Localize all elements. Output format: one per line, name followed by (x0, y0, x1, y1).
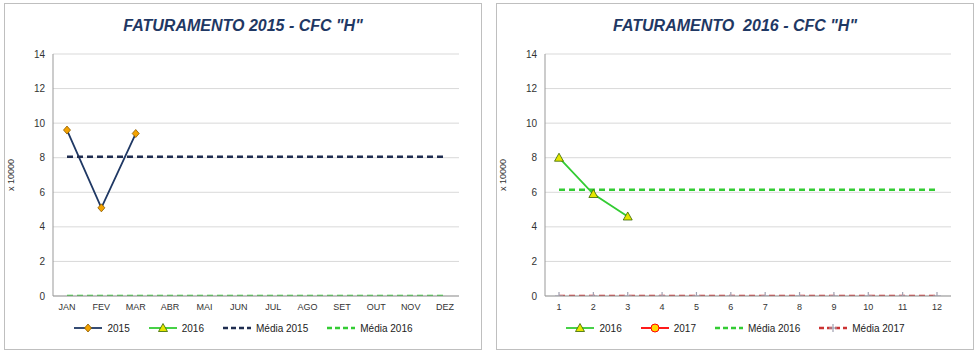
svg-text:6: 6 (531, 187, 537, 198)
svg-text:JAN: JAN (58, 302, 75, 312)
html-text:Média 2016: Média 2016 (748, 322, 801, 334)
svg-text:JUN: JUN (230, 302, 248, 312)
html-text:FATURAMENTO 2016 - CFC "H": FATURAMENTO 2016 - CFC "H" (613, 17, 857, 34)
svg-text:SET: SET (333, 302, 351, 312)
svg-text:2: 2 (591, 302, 596, 312)
svg-text:12: 12 (34, 83, 46, 94)
html-text:Média 2016: Média 2016 (360, 322, 413, 334)
svg-text:MAI: MAI (196, 302, 212, 312)
svg-text:11: 11 (898, 302, 907, 312)
html-text:FATURAMENTO 2015 - CFC "H": FATURAMENTO 2015 - CFC "H" (123, 17, 363, 34)
svg-text:10: 10 (526, 118, 538, 129)
svg-text:ABR: ABR (161, 302, 180, 312)
svg-text:DEZ: DEZ (436, 302, 455, 312)
svg-text:9: 9 (831, 302, 836, 312)
svg-text:14: 14 (34, 49, 46, 60)
html-text:Média 2015: Média 2015 (256, 322, 309, 334)
svg-text:x 10000: x 10000 (498, 159, 508, 191)
svg-text:4: 4 (531, 221, 537, 232)
svg-text:5: 5 (694, 302, 699, 312)
svg-text:0: 0 (531, 291, 537, 302)
svg-text:0: 0 (39, 291, 45, 302)
html-text:Média 2017: Média 2017 (852, 322, 905, 334)
html-text:2015: 2015 (107, 322, 130, 334)
svg-text:10: 10 (863, 302, 873, 312)
svg-text:8: 8 (531, 152, 537, 163)
svg-text:FEV: FEV (93, 302, 111, 312)
svg-text:3: 3 (625, 302, 630, 312)
svg-text:8: 8 (797, 302, 802, 312)
svg-text:4: 4 (660, 302, 665, 312)
svg-text:6: 6 (39, 187, 45, 198)
svg-text:1: 1 (556, 302, 561, 312)
svg-text:x 10000: x 10000 (6, 159, 16, 191)
svg-text:8: 8 (39, 152, 45, 163)
html-text:2016: 2016 (181, 322, 204, 334)
svg-text:2: 2 (39, 256, 45, 267)
svg-text:AGO: AGO (298, 302, 318, 312)
svg-text:JUL: JUL (265, 302, 281, 312)
svg-text:12: 12 (932, 302, 942, 312)
svg-text:4: 4 (39, 221, 45, 232)
svg-text:14: 14 (526, 49, 538, 60)
svg-text:10: 10 (34, 118, 46, 129)
svg-text:OUT: OUT (367, 302, 387, 312)
svg-text:7: 7 (763, 302, 768, 312)
svg-text:6: 6 (728, 302, 733, 312)
svg-text:2: 2 (531, 256, 537, 267)
svg-text:12: 12 (526, 83, 538, 94)
html-text:2016: 2016 (599, 322, 622, 334)
svg-text:NOV: NOV (401, 302, 421, 312)
svg-text:MAR: MAR (126, 302, 147, 312)
html-text:2017: 2017 (673, 322, 696, 334)
